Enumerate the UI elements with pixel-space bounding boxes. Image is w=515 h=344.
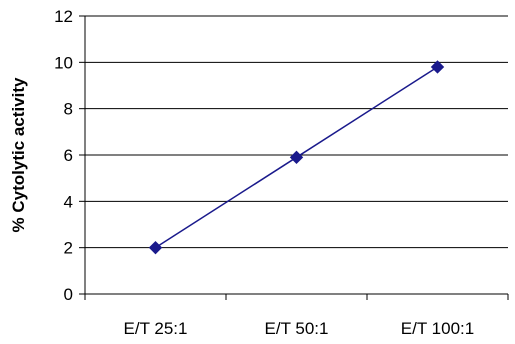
y-tick-label: 4 xyxy=(64,192,73,211)
x-tick-label: E/T 50:1 xyxy=(265,319,329,338)
gridlines xyxy=(85,15,508,249)
y-tick-label: 8 xyxy=(64,100,73,119)
x-tick-label: E/T 100:1 xyxy=(401,319,474,338)
y-axis-ticks: 0 2 4 6 8 10 12 xyxy=(54,7,85,304)
data-point xyxy=(148,240,163,255)
x-tick-label: E/T 25:1 xyxy=(124,319,188,338)
y-tick-label: 6 xyxy=(64,146,73,165)
y-axis-title: % Cytolytic activity xyxy=(9,77,28,232)
y-tick-label: 12 xyxy=(54,7,73,26)
data-point xyxy=(289,150,304,165)
series-group xyxy=(148,60,445,255)
y-tick-label: 2 xyxy=(64,239,73,258)
data-point xyxy=(430,60,445,74)
x-axis-ticks: E/T 25:1 E/T 50:1 E/T 100:1 xyxy=(84,294,509,338)
y-tick-label: 10 xyxy=(54,53,73,72)
y-tick-label: 0 xyxy=(64,285,73,304)
